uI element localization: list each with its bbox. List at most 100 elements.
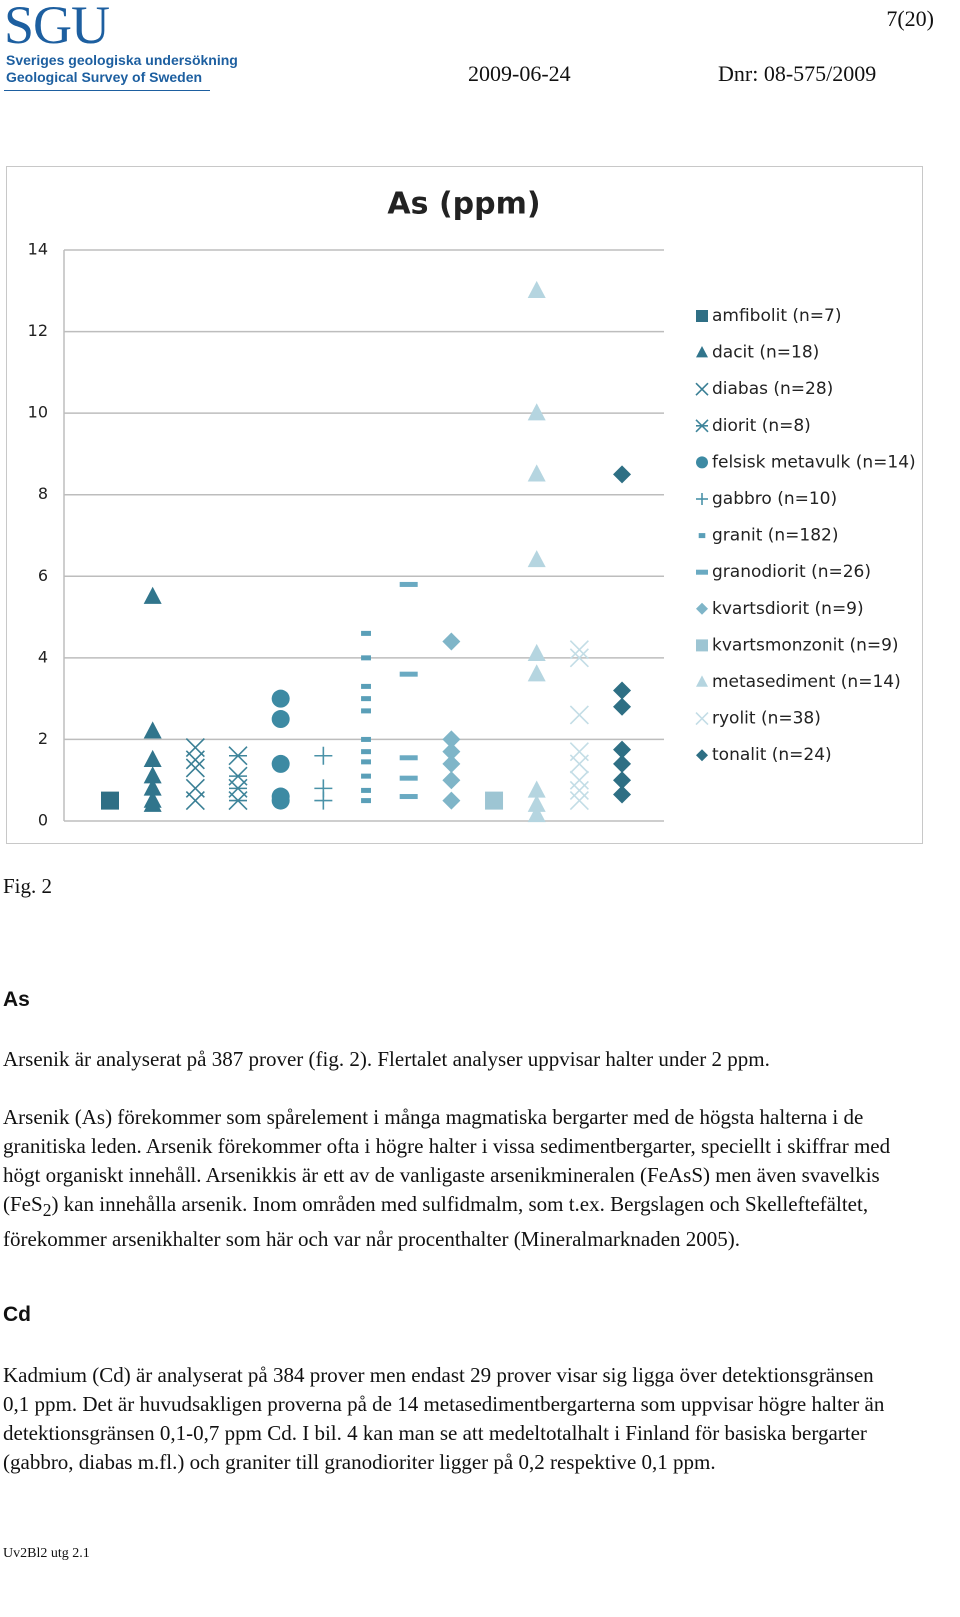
marker-shape	[527, 794, 546, 812]
marker-shape	[143, 586, 162, 604]
marker-shape	[361, 736, 371, 742]
marker-shape	[399, 794, 418, 800]
marker	[527, 664, 546, 682]
marker	[399, 755, 418, 761]
marker-shape	[613, 681, 632, 700]
footer: Uv2Bl2 utg 2.1	[3, 1546, 90, 1561]
legend-label: kvartsdiorit (n=9)	[712, 599, 864, 619]
marker	[185, 750, 205, 770]
marker	[696, 675, 708, 687]
marker	[696, 346, 708, 358]
marker-shape	[569, 648, 589, 668]
marker-shape	[569, 770, 589, 790]
marker	[361, 655, 371, 661]
chart-title: As (ppm)	[387, 187, 540, 222]
y-tick-label: 0	[38, 811, 48, 830]
marker-shape	[696, 639, 708, 652]
marker-shape	[143, 749, 162, 768]
marker	[696, 602, 708, 615]
marker	[527, 464, 546, 482]
marker-shape	[696, 569, 708, 575]
marker	[613, 771, 632, 790]
y-tick-label: 8	[38, 484, 48, 503]
legend-label: felsisk metavulk (n=14)	[712, 452, 916, 472]
marker	[442, 730, 461, 749]
logo: SGU	[4, 0, 110, 55]
marker-shape	[527, 804, 546, 823]
marker-shape	[442, 730, 461, 749]
marker-shape	[143, 766, 162, 784]
paragraph: Kadmium (Cd) är analyserat på 384 prover…	[3, 1363, 885, 1474]
marker-shape	[613, 771, 632, 790]
marker	[361, 736, 371, 742]
marker	[399, 671, 418, 677]
marker	[569, 705, 589, 725]
marker-shape	[271, 689, 290, 708]
marker	[695, 382, 709, 396]
marker	[442, 632, 461, 651]
marker	[485, 791, 504, 810]
subscript: 2	[42, 1200, 52, 1221]
y-tick-label: 12	[28, 321, 48, 340]
marker	[613, 465, 632, 484]
marker-shape	[361, 749, 371, 755]
marker	[314, 746, 333, 765]
marker-shape	[271, 791, 290, 810]
marker	[271, 754, 290, 773]
y-tick-label: 4	[38, 647, 48, 666]
marker	[399, 775, 418, 781]
chart: As (ppm) 0 2 4 6 8 10 12 14 amfibolit (n=7) dacit…	[6, 166, 923, 844]
marker	[143, 794, 162, 812]
marker	[228, 746, 248, 766]
marker-shape	[361, 759, 371, 765]
marker-shape	[143, 778, 162, 796]
marker-shape	[527, 403, 546, 421]
date: 2009-06-24	[468, 61, 571, 86]
marker	[696, 639, 708, 652]
marker	[613, 740, 632, 759]
marker	[143, 778, 162, 796]
y-tick-label: 6	[38, 566, 48, 585]
marker	[361, 749, 371, 755]
marker	[143, 766, 162, 784]
legend-label: diorit (n=8)	[712, 416, 811, 436]
marker-shape	[569, 640, 589, 660]
marker	[569, 754, 589, 774]
marker-shape	[613, 754, 632, 773]
legend-label: tonalit (n=24)	[712, 745, 832, 765]
marker-shape	[695, 712, 709, 726]
legend-label: diabas (n=28)	[712, 379, 833, 399]
marker	[101, 791, 119, 810]
marker	[696, 493, 708, 505]
marker	[527, 794, 546, 812]
marker-shape	[361, 798, 371, 804]
marker-shape	[569, 705, 589, 725]
marker-shape	[696, 346, 708, 358]
marker	[613, 754, 632, 773]
marker-shape	[696, 310, 708, 322]
marker	[361, 787, 371, 793]
marker	[271, 689, 290, 708]
y-tick-label: 14	[28, 240, 48, 259]
marker-shape	[271, 710, 290, 729]
marker	[613, 681, 632, 700]
marker-shape	[613, 465, 632, 484]
marker	[527, 780, 546, 798]
marker	[569, 780, 589, 800]
marker-shape	[361, 708, 371, 714]
marker	[696, 456, 708, 469]
marker-shape	[613, 740, 632, 759]
marker-shape	[527, 780, 546, 798]
marker	[613, 697, 632, 716]
marker-shape	[361, 630, 371, 636]
marker	[143, 749, 162, 768]
text: ) kan innehålla arsenik. Inom områden me…	[3, 1192, 869, 1252]
marker	[569, 648, 589, 668]
logo-rule	[4, 90, 210, 91]
paragraph: Arsenik är analyserat på 387 prover (fig…	[3, 1047, 770, 1071]
page-number: 7(20)	[886, 6, 934, 31]
legend-label: kvartsmonzonit (n=9)	[712, 635, 899, 655]
org-name-en: Geological Survey of Sweden	[6, 69, 203, 85]
marker	[698, 533, 706, 539]
marker	[361, 759, 371, 765]
